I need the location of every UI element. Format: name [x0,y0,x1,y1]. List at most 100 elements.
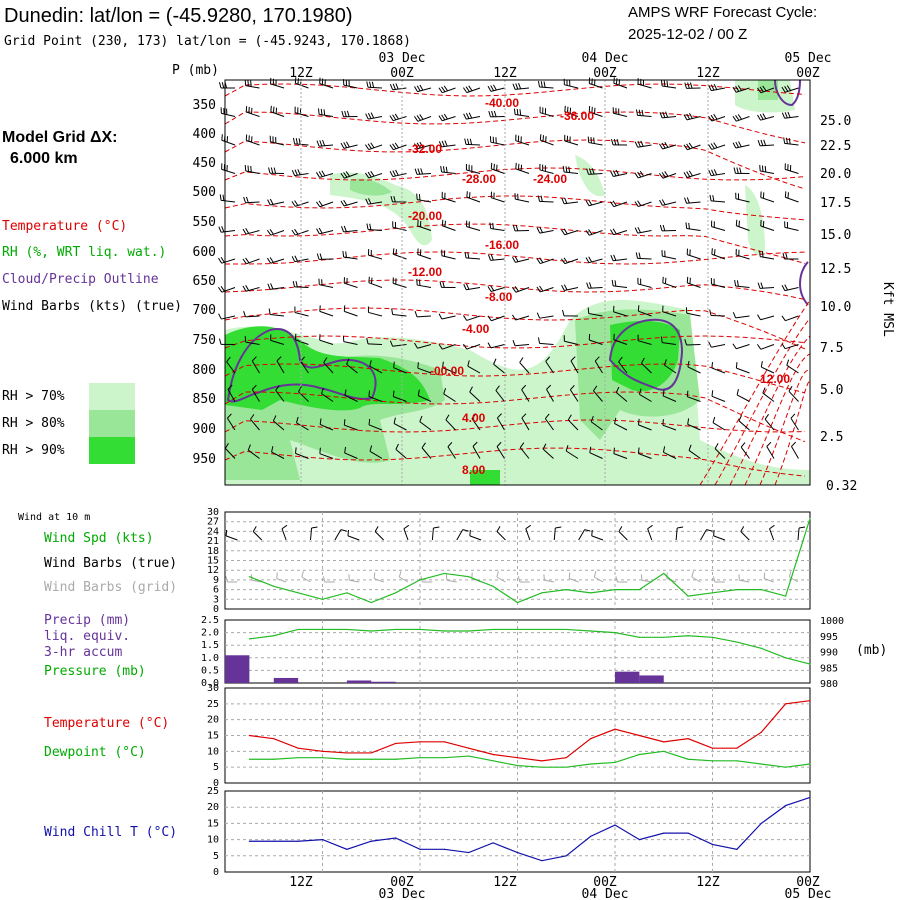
wind-barb [368,418,383,431]
dewpoint-point [297,757,299,759]
wind-speed-point [785,595,787,597]
wind-barb [392,221,407,231]
isotherm [224,139,806,190]
temperature-point [809,700,811,702]
wind-barb [782,253,799,260]
wind-barb [611,138,628,146]
wind-barb [561,197,579,205]
windchill-point [760,822,762,825]
wind-barb [250,414,260,431]
wind-barb [243,196,260,204]
wind-barb [536,257,554,265]
wind-barb [756,85,775,94]
kft-tick: 15.0 [820,228,851,243]
wind-barb [791,441,799,459]
temperature-point [711,747,714,749]
isotherm-label: -4.00 [462,322,490,336]
kft-tick: 0.32 [826,479,857,494]
temperature-point [638,734,640,737]
wind-barb [317,108,334,117]
temperature-point [590,738,592,740]
y-tick-label: 2.5 [201,615,219,626]
wind-barb [512,224,530,232]
wind-speed-point [370,601,372,604]
wind-barb [634,140,652,148]
wind-barb [512,256,530,263]
wind-barb [496,571,506,583]
legend-cloud: Cloud/Precip Outline [2,272,159,287]
wind-barb [684,339,701,346]
wind-barb [786,359,799,374]
wind-barb [242,257,260,265]
wind-barb [585,199,603,207]
windchill-point [711,843,714,846]
y-tick-label: 20 [207,715,219,726]
wind-barb [564,134,579,146]
wind-barb [344,446,358,459]
wind-barb [553,526,562,541]
pressure-point [760,647,762,649]
wind-barb [342,251,358,260]
wind-barb [295,416,309,431]
wind-barb [641,357,652,374]
temperature-point [248,734,250,737]
pressure-point [248,638,250,640]
wind-barb [438,140,456,148]
pressure-tick: 900 [193,422,216,437]
wind-barb [521,384,530,402]
wind-barb [662,389,677,402]
wind-barb [438,113,456,122]
wind-barb [252,526,263,541]
bottom-hour-1: 12Z [289,875,313,890]
legend-pressure: Pressure (mb) [44,664,146,679]
wind-barb [640,574,652,583]
pressure-point [541,628,543,631]
windchill-point [321,839,324,841]
pressure-point [516,628,519,631]
wind-panel-title: Wind at 10 m [18,512,90,523]
wind-speed-point [297,592,299,594]
y-tick-label: 10 [207,835,219,846]
wind-barb [219,194,236,203]
bottom-date-1: 03 Dec [379,887,426,900]
dewpoint-point [663,750,665,752]
wind-barb [515,162,530,174]
wind-barb [634,226,652,234]
precip-bar [273,677,299,683]
wind-barb [316,253,334,260]
y-tick-label: 30 [207,683,219,694]
y-tick-label: 0 [213,604,219,615]
wind-barb [512,314,530,321]
dewpoint-point [321,757,324,759]
wind-barb [268,167,285,174]
isotherm-label: -32.00 [408,142,442,156]
wind-barb [738,415,750,431]
isotherm [224,111,806,144]
wind-barb [445,414,456,431]
wind-barb [660,79,677,89]
wind-barb [593,385,603,402]
temperature-point [736,747,738,749]
isotherm-label: -36.00 [560,109,594,123]
wind-barb [757,113,775,121]
dewpoint-point [419,757,421,759]
wind-barb [685,222,701,231]
wind-barb [462,343,481,350]
isotherm-label: -40.00 [485,96,519,110]
top-hour-6: 00Z [796,66,820,81]
upper-wind-barbs [217,77,799,459]
wind-barb [638,388,652,402]
wind-barb [732,312,750,319]
wind-barb [487,254,505,261]
wind-barb [489,136,505,146]
wind-barb [514,193,530,203]
wind-barb [364,142,383,151]
wind-barb [740,526,750,541]
dewpoint-point [760,763,762,765]
wind-barb [781,111,799,119]
kft-tick: 25.0 [820,114,851,129]
wind-barb [417,362,432,374]
wind-barb [466,220,481,231]
top-hour-2: 00Z [390,66,414,81]
rh90-swatch [89,437,135,464]
